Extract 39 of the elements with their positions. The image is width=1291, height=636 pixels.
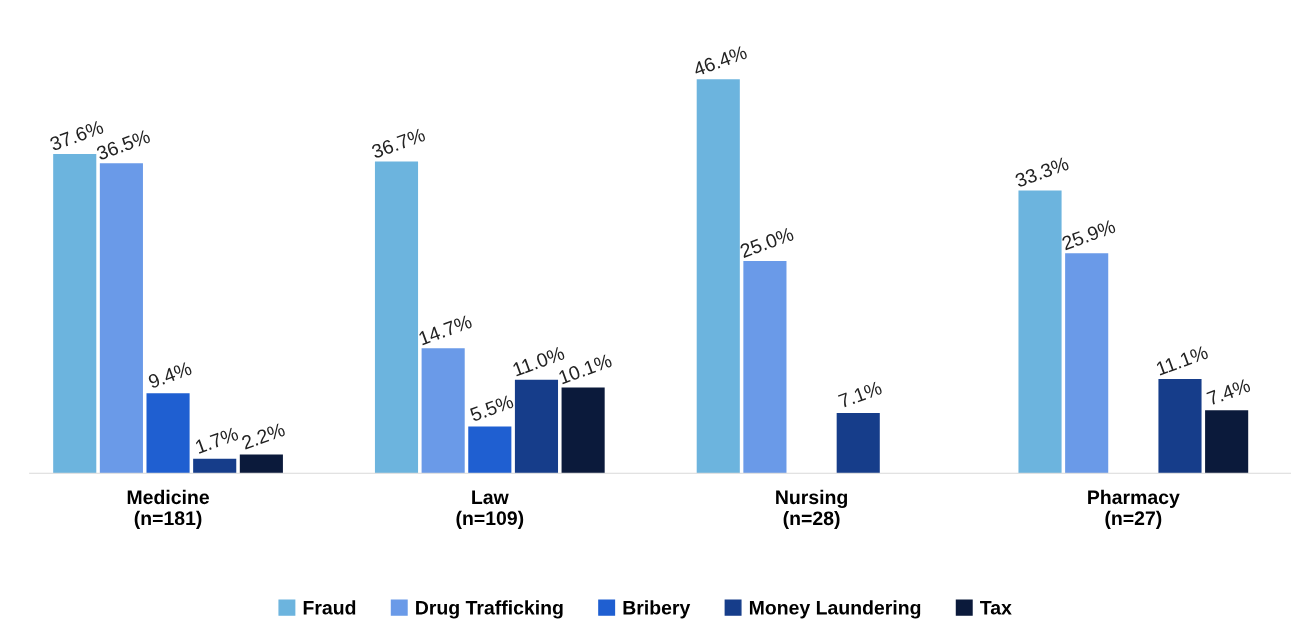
data-label: 9.4% (147, 361, 193, 389)
bar (1205, 410, 1249, 474)
data-label: 7.4% (1206, 378, 1252, 406)
bar (53, 153, 97, 474)
legend-label: Money Laundering (749, 600, 921, 619)
data-label: 25.0% (739, 226, 795, 259)
x-tick-label: Pharmacy (n=27) (1088, 489, 1180, 529)
bar (99, 163, 143, 474)
data-label: 46.4% (692, 45, 748, 77)
bar (1018, 190, 1062, 474)
legend-label: Tax (980, 601, 1012, 615)
data-label: 1.7% (194, 426, 240, 454)
bar (561, 387, 605, 474)
data-label: 5.5% (469, 394, 515, 422)
data-label: 11.1% (1155, 345, 1209, 376)
bar (743, 260, 787, 474)
data-label: 14.7% (418, 314, 473, 346)
bar (836, 412, 880, 474)
data-label: 7.1% (837, 380, 883, 409)
x-tick-label: Medicine (n=181) (127, 489, 209, 529)
bar (239, 454, 283, 474)
bar (696, 79, 740, 474)
x-tick-label: Nursing (n=28) (776, 489, 847, 530)
data-label: 36.7% (370, 127, 426, 159)
bar (146, 393, 190, 474)
x-tick-label: Law (n=109) (456, 490, 524, 529)
bar (374, 161, 419, 474)
bar (1065, 253, 1109, 474)
legend-label: Drug Trafficking (416, 600, 563, 619)
bar (514, 379, 559, 474)
data-label: 2.2% (240, 422, 286, 450)
data-label: 25.9% (1061, 219, 1117, 251)
bar (468, 426, 512, 474)
bar (1158, 378, 1202, 474)
legend-label: Fraud (303, 600, 356, 615)
bar (421, 348, 465, 474)
legend-label: Bribery (623, 600, 691, 619)
data-label: 33.3% (1014, 156, 1070, 188)
bar (193, 458, 237, 474)
